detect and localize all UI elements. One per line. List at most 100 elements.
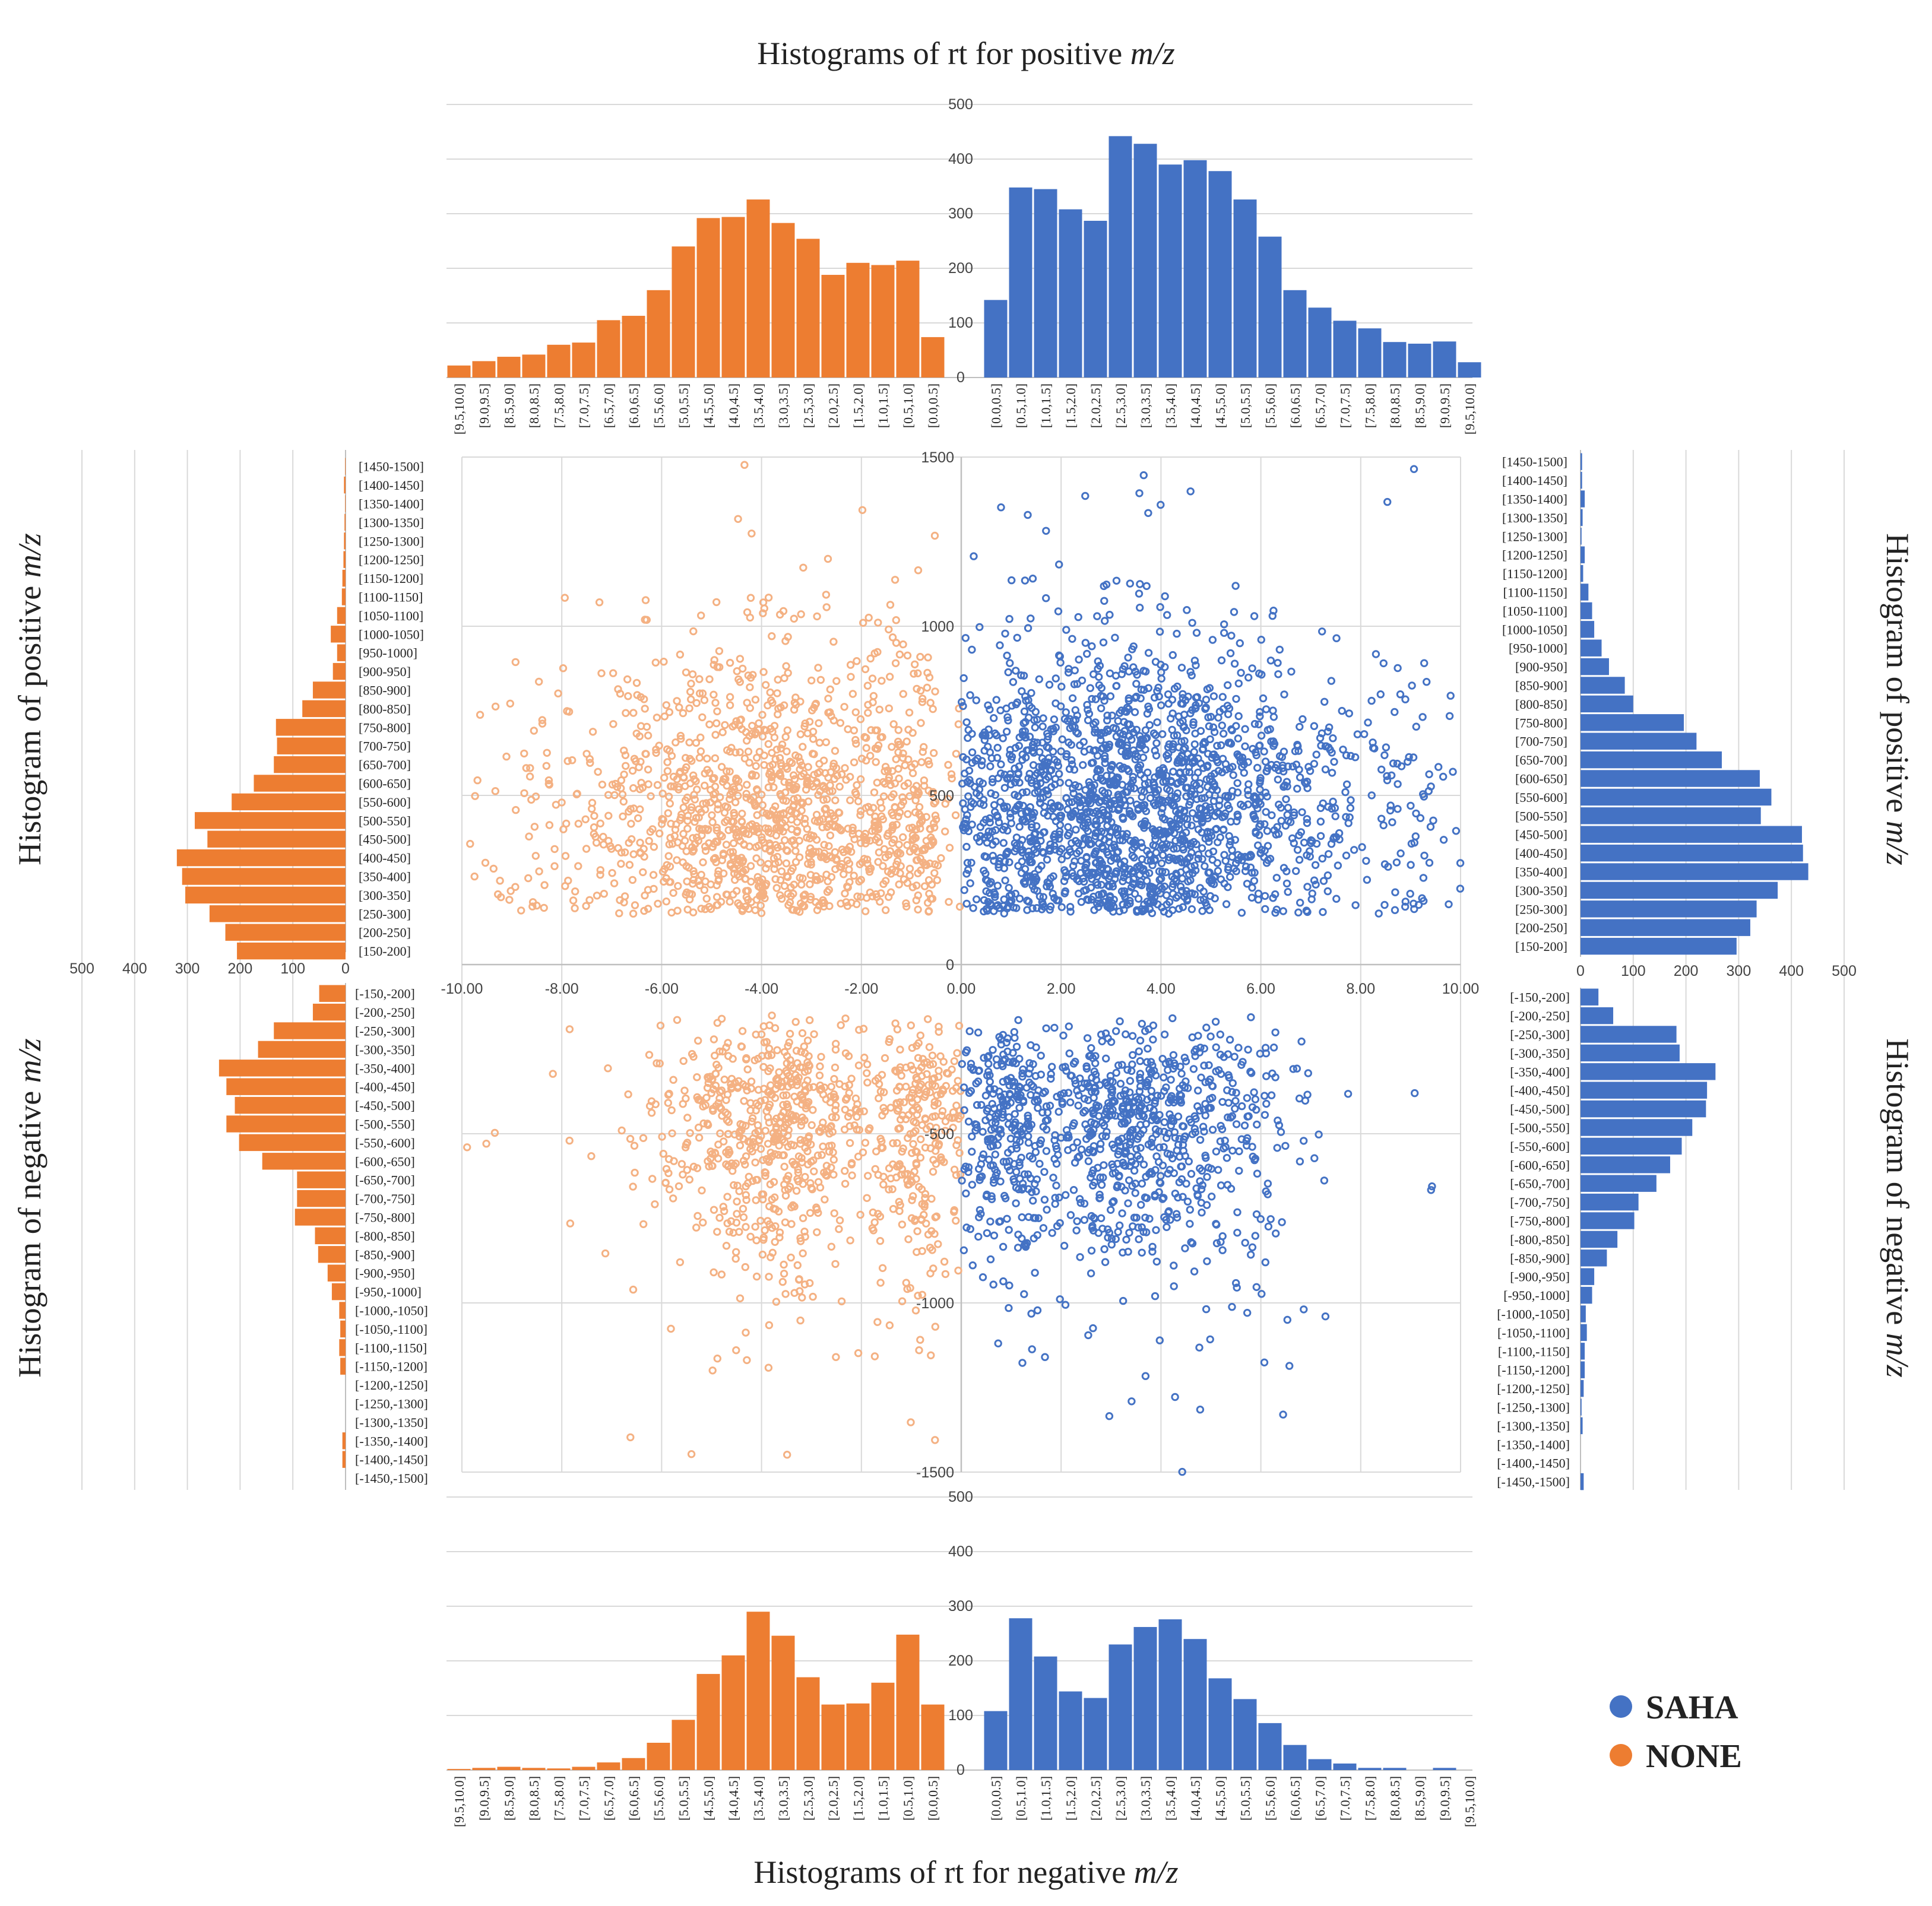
- none-point: [571, 904, 579, 912]
- saha-bar: [1581, 863, 1809, 880]
- saha-bar: [1034, 189, 1057, 378]
- bin-label: [-1300,-1350]: [1497, 1419, 1570, 1434]
- none-point: [604, 1064, 612, 1073]
- saha-point: [1372, 650, 1380, 658]
- saha-point: [1228, 852, 1237, 861]
- bin-label: [1150-1200]: [1503, 566, 1567, 581]
- none-point: [845, 1081, 854, 1089]
- none-point: [824, 694, 832, 703]
- none-point: [666, 800, 674, 808]
- saha-point: [1079, 761, 1087, 769]
- none-point: [736, 1141, 745, 1150]
- none-point: [655, 829, 664, 838]
- saha-point: [1014, 769, 1022, 777]
- none-point: [713, 1355, 722, 1363]
- none-bar: [846, 1703, 870, 1770]
- saha-point: [1325, 743, 1333, 751]
- none-point: [827, 1083, 835, 1091]
- none-point: [702, 895, 711, 903]
- bin-label: [8.0,8.5]: [527, 383, 541, 428]
- none-point: [797, 899, 805, 908]
- saha-point: [1006, 750, 1014, 759]
- saha-point: [1310, 760, 1319, 768]
- bin-label: [1350-1400]: [1502, 492, 1567, 507]
- bin-label: [7.5,8.0]: [552, 383, 566, 428]
- saha-point: [1401, 897, 1410, 906]
- none-point: [742, 789, 750, 798]
- none-point: [772, 824, 781, 832]
- none-point: [788, 905, 797, 914]
- none-point: [545, 821, 554, 829]
- saha-point: [1393, 664, 1402, 673]
- none-point: [753, 753, 761, 762]
- saha-point: [1153, 718, 1161, 727]
- bin-label: [3.5,4.0]: [1163, 383, 1178, 428]
- saha-point: [1031, 708, 1040, 716]
- none-point: [951, 811, 960, 820]
- none-point: [673, 1016, 682, 1025]
- bin-label: [2.5,3.0]: [801, 383, 816, 428]
- saha-point: [1148, 909, 1157, 918]
- bin-label: [350-400]: [359, 870, 411, 884]
- saha-point: [1182, 890, 1191, 899]
- none-point: [729, 783, 738, 791]
- none-point: [773, 1046, 781, 1054]
- x-tick-label: 400: [1779, 963, 1804, 979]
- saha-point: [1122, 744, 1131, 752]
- saha-bar: [1383, 1768, 1407, 1770]
- bin-label: [750-800]: [1515, 715, 1567, 730]
- none-point: [820, 841, 828, 849]
- none-point: [726, 701, 734, 709]
- none-point: [743, 737, 751, 745]
- none-point: [797, 1100, 806, 1109]
- none-point: [831, 1063, 840, 1072]
- none-point: [829, 1156, 838, 1164]
- none-point: [733, 870, 742, 879]
- none-point: [565, 1025, 574, 1033]
- none-bar: [746, 199, 770, 378]
- saha-point: [1157, 701, 1165, 709]
- y-tick-label: 0: [957, 1762, 965, 1778]
- saha-point: [1334, 861, 1342, 870]
- bin-label: [3.5,4.0]: [1163, 1776, 1178, 1821]
- saha-point: [1304, 763, 1313, 771]
- none-bar: [226, 1115, 346, 1133]
- none-point: [698, 713, 707, 722]
- saha-point: [1126, 810, 1134, 818]
- none-point: [806, 834, 814, 843]
- none-point: [752, 1176, 761, 1184]
- saha-point: [1319, 877, 1328, 885]
- none-bar: [209, 905, 346, 922]
- saha-point: [959, 674, 968, 683]
- saha-point: [982, 853, 991, 861]
- none-point: [715, 647, 724, 655]
- bin-label: [3.0,3.5]: [1138, 1776, 1153, 1821]
- saha-point: [1070, 680, 1079, 689]
- saha-point: [1060, 889, 1069, 897]
- none-point: [799, 1249, 807, 1258]
- none-point: [784, 1103, 793, 1112]
- none-point: [775, 1228, 784, 1237]
- saha-point: [1211, 791, 1220, 800]
- none-point: [691, 817, 699, 826]
- saha-point: [1330, 833, 1338, 842]
- none-point: [736, 836, 745, 845]
- bin-label: [8.0,8.5]: [1388, 383, 1402, 428]
- saha-point: [1101, 759, 1109, 768]
- none-point: [511, 658, 520, 667]
- none-point: [816, 1062, 824, 1071]
- none-point: [765, 811, 773, 820]
- saha-bar: [1084, 220, 1107, 378]
- saha-bar: [1581, 1473, 1584, 1490]
- none-point: [727, 1084, 736, 1093]
- none-point: [913, 1227, 921, 1235]
- none-point: [608, 869, 616, 877]
- none-point: [866, 654, 875, 663]
- none-point: [645, 1051, 654, 1059]
- saha-point: [1229, 771, 1237, 779]
- none-point: [950, 1057, 959, 1065]
- none-point: [689, 1052, 698, 1061]
- saha-point: [1108, 760, 1116, 769]
- none-point: [871, 1165, 879, 1174]
- none-point: [650, 843, 658, 851]
